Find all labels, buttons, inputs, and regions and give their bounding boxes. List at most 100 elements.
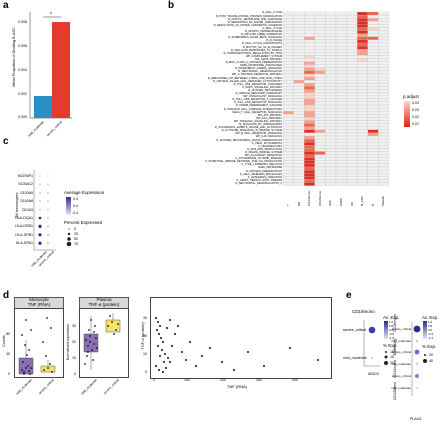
panel-d-sy-2: 20	[143, 334, 147, 338]
panel-d-point	[86, 355, 88, 357]
panel-d-point	[96, 347, 98, 349]
panel-b-row-label: R_CELL_CYCLE_CHECKPOINTS	[241, 42, 282, 46]
panel-c-dot	[39, 191, 41, 194]
panel-d-point	[27, 365, 29, 367]
panel-d-point	[84, 363, 86, 365]
panel-e-left-title: CD16mono	[352, 309, 375, 314]
panel-d-point	[117, 323, 119, 325]
panel-d-point	[109, 315, 111, 317]
panel-d-sx-3: 300	[256, 378, 262, 382]
panel-d-facet2-line2: TNF-α (protein)	[88, 301, 120, 307]
panel-label-d: d	[3, 290, 10, 301]
panel-e-right-dot	[416, 340, 418, 342]
panel-d-point	[89, 335, 91, 337]
panel-d-point	[89, 341, 91, 343]
panel-b-row-label: WP_OSTEOCLAST_SIGNALING	[243, 95, 282, 99]
panel-a-ytick-4: 0.008	[18, 20, 27, 24]
panel-d-scatter-point	[156, 329, 158, 331]
panel-b-row-label: WP_B_CELL_RECEPTOR_SIGNALING	[235, 132, 282, 136]
panel-b-row-label: WP_IL18_SIGNALING	[255, 135, 282, 139]
panel-d-sx-1: 100	[184, 378, 190, 382]
panel-d-point	[28, 370, 30, 372]
panel-c-gene-label: HLA-DRB1	[15, 224, 33, 229]
panel-c-pct-tick-0: 0	[74, 227, 76, 231]
panel-b-row-label: NABA_MATRISOME	[257, 166, 282, 170]
panel-c-dot	[38, 216, 42, 220]
panel-b-row-label: R_INTERFERON_GAMMA_SIGNALING	[235, 67, 282, 71]
panel-b-row-label: PID_CMYB_PATHWAY	[255, 57, 282, 61]
panel-a-bar-mild	[34, 96, 52, 118]
panel-c-avg-tick-0: 0.4	[73, 197, 78, 201]
panel-d-y1tick-0: 0	[8, 372, 10, 376]
panel-d-point	[25, 367, 27, 369]
panel-d-scatter-point	[155, 317, 157, 319]
panel-e-right-avg-3: -0.5	[428, 332, 434, 336]
panel-a-significance: *	[50, 12, 52, 18]
panel-d-point	[92, 359, 94, 361]
panel-b-row-label: R_MITOTIC_G2_G2_M_PHASES	[242, 45, 282, 49]
panel-c-avg-title: Average Expression	[64, 190, 105, 195]
panel-d-scatter-point	[158, 333, 160, 335]
panel-b-row-label: R_INTERFERON_ALPHA_BETA_SIGNALING	[228, 36, 282, 40]
panel-e-right-cat: mild_moderate	[391, 339, 411, 343]
panel-a-ytick-1: 0.002	[18, 92, 27, 96]
panel-c-gene-label: HLA-DPA1	[15, 241, 33, 246]
panel-b-row-label: R_CYTOKINE_SIGNALING_IN_IMMUNE_SYSTEM	[221, 129, 282, 133]
panel-d-y2tick-0: 0	[74, 372, 76, 376]
panel-b-row-label: R_POST_TRANSLATIONAL_PROTEIN_MODIFICATIO…	[215, 14, 282, 18]
panel-d-point	[93, 331, 95, 333]
panel-d-point	[111, 321, 113, 323]
panel-e-left-gene: ARID3	[368, 372, 379, 376]
panel-b-row-label: K_CELL_CYCLE	[262, 26, 282, 30]
panel-b-row-label: K_TOLL_LIKE_RECEPTOR_SIGNALING	[233, 101, 282, 105]
panel-d-y2tick-3: 30	[72, 324, 76, 328]
panel-d-facet2-line1: Plasma	[96, 297, 112, 302]
panel-a-ytick-0: 0.000	[18, 115, 27, 119]
panel-e-right-cat: mild_moderate	[391, 362, 411, 366]
panel-d-scatter-point	[155, 365, 157, 367]
panel-c-dot	[39, 175, 41, 177]
panel-d-point	[51, 371, 53, 373]
panel-c-gene-label: S100A9	[20, 190, 33, 195]
panel-b-row-label: K_TYPE_I_DIABETES_MELLITUS	[241, 163, 282, 167]
panel-d-scatter-point	[185, 359, 187, 361]
panel-e-right-avg-4: -1.0	[428, 336, 434, 340]
panel-d-scatter-point	[195, 365, 197, 367]
panel-d-scatter-point	[167, 357, 169, 359]
panel-b-row-label: K_VIRAL_MYOCARDITIS	[251, 141, 282, 145]
panel-d-scatter-point	[169, 361, 171, 363]
panel-d-scatter-point	[233, 369, 235, 371]
panel-c-pct-tick-2: 50	[74, 237, 78, 241]
panel-d-point	[21, 369, 23, 371]
panel-c-dot	[46, 242, 50, 245]
panel-d-sx-2: 200	[220, 378, 226, 382]
panel-c-dot	[47, 200, 49, 202]
panel-d-y2tick-2: 20	[72, 340, 76, 344]
panel-d-point	[85, 339, 87, 341]
panel-b-row-label: R_IMMUNOREG_INT_BETWEEN_LYMPH_AND_NON_LY…	[207, 76, 282, 80]
panel-b-row-label: K_CELL_ADHESION_MOLECULES	[239, 172, 282, 176]
panel-e-right-dot	[415, 362, 419, 366]
panel-d-point	[24, 344, 26, 346]
panel-e-right-dot	[414, 349, 420, 355]
panel-e-left-dot-mild	[371, 357, 373, 359]
panel-c-avg-tick-2: -0.4	[72, 211, 79, 215]
panel-c-gene-label: S100A8	[20, 199, 33, 204]
panel-label-e: e	[346, 290, 352, 301]
panel-d-scatter-point	[174, 333, 176, 335]
panel-label-b: b	[168, 0, 175, 11]
panel-d-scatter-point	[157, 321, 159, 323]
panel-b-cell	[378, 182, 390, 186]
panel-d-facet1-line1: Monocyte	[29, 297, 49, 302]
panel-label-c: c	[3, 136, 9, 147]
panel-d-point	[49, 363, 51, 365]
panel-b-row-label: KEGG_T_CELL_RECEPTOR_SIGNALING	[232, 110, 282, 114]
panel-d-point	[107, 325, 109, 327]
panel-b-row-label: R_INTEGRIN_CELL_SURFACE_INTERACTIONS	[223, 107, 282, 111]
panel-d-point	[94, 325, 96, 327]
panel-e-right-cat: severe_critical	[391, 350, 411, 354]
